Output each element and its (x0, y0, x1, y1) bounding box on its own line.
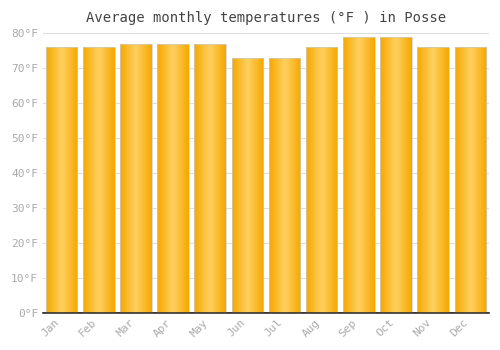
Bar (380, 37, 412, 313)
Title: Average monthly temperatures (°F ) in Posse: Average monthly temperatures (°F ) in Po… (86, 11, 446, 25)
Bar (83, 47, 114, 313)
Bar (46, 47, 78, 313)
Bar (268, 58, 300, 313)
Bar (157, 44, 189, 313)
Bar (343, 37, 374, 313)
Bar (454, 47, 486, 313)
Bar (194, 44, 226, 313)
Bar (306, 47, 338, 313)
Bar (232, 58, 263, 313)
Bar (418, 47, 449, 313)
Bar (120, 44, 152, 313)
